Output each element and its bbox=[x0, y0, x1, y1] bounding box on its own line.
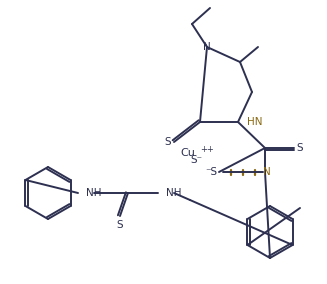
Text: S: S bbox=[117, 220, 123, 230]
Text: NH: NH bbox=[166, 188, 181, 198]
Text: N: N bbox=[263, 167, 271, 177]
Text: Cu: Cu bbox=[181, 148, 196, 158]
Text: ⁻S: ⁻S bbox=[205, 167, 217, 177]
Text: S: S bbox=[297, 143, 303, 153]
Text: HN: HN bbox=[247, 117, 263, 127]
Text: NH: NH bbox=[86, 188, 101, 198]
Text: S⁻: S⁻ bbox=[190, 155, 202, 165]
Text: S: S bbox=[165, 137, 171, 147]
Text: N: N bbox=[203, 42, 211, 52]
Text: ++: ++ bbox=[200, 145, 214, 153]
